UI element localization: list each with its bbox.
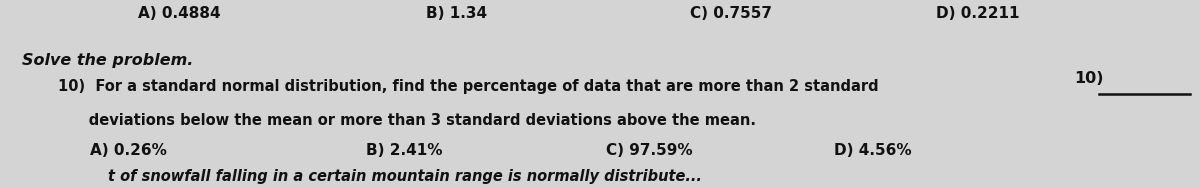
Text: 10)  For a standard normal distribution, find the percentage of data that are mo: 10) For a standard normal distribution, … xyxy=(58,79,878,94)
Text: A) 0.4884: A) 0.4884 xyxy=(138,6,221,21)
Text: t of snowfall falling in a certain mountain range is normally distribute...: t of snowfall falling in a certain mount… xyxy=(108,169,702,184)
Text: B) 1.34: B) 1.34 xyxy=(426,6,487,21)
Text: deviations below the mean or more than 3 standard deviations above the mean.: deviations below the mean or more than 3… xyxy=(58,113,756,128)
Text: 10): 10) xyxy=(1074,71,1104,86)
Text: B) 2.41%: B) 2.41% xyxy=(366,143,443,158)
Text: C) 0.7557: C) 0.7557 xyxy=(690,6,772,21)
Text: D) 0.2211: D) 0.2211 xyxy=(936,6,1020,21)
Text: Solve the problem.: Solve the problem. xyxy=(22,53,193,68)
Text: C) 97.59%: C) 97.59% xyxy=(606,143,692,158)
Text: A) 0.26%: A) 0.26% xyxy=(90,143,167,158)
Text: D) 4.56%: D) 4.56% xyxy=(834,143,912,158)
